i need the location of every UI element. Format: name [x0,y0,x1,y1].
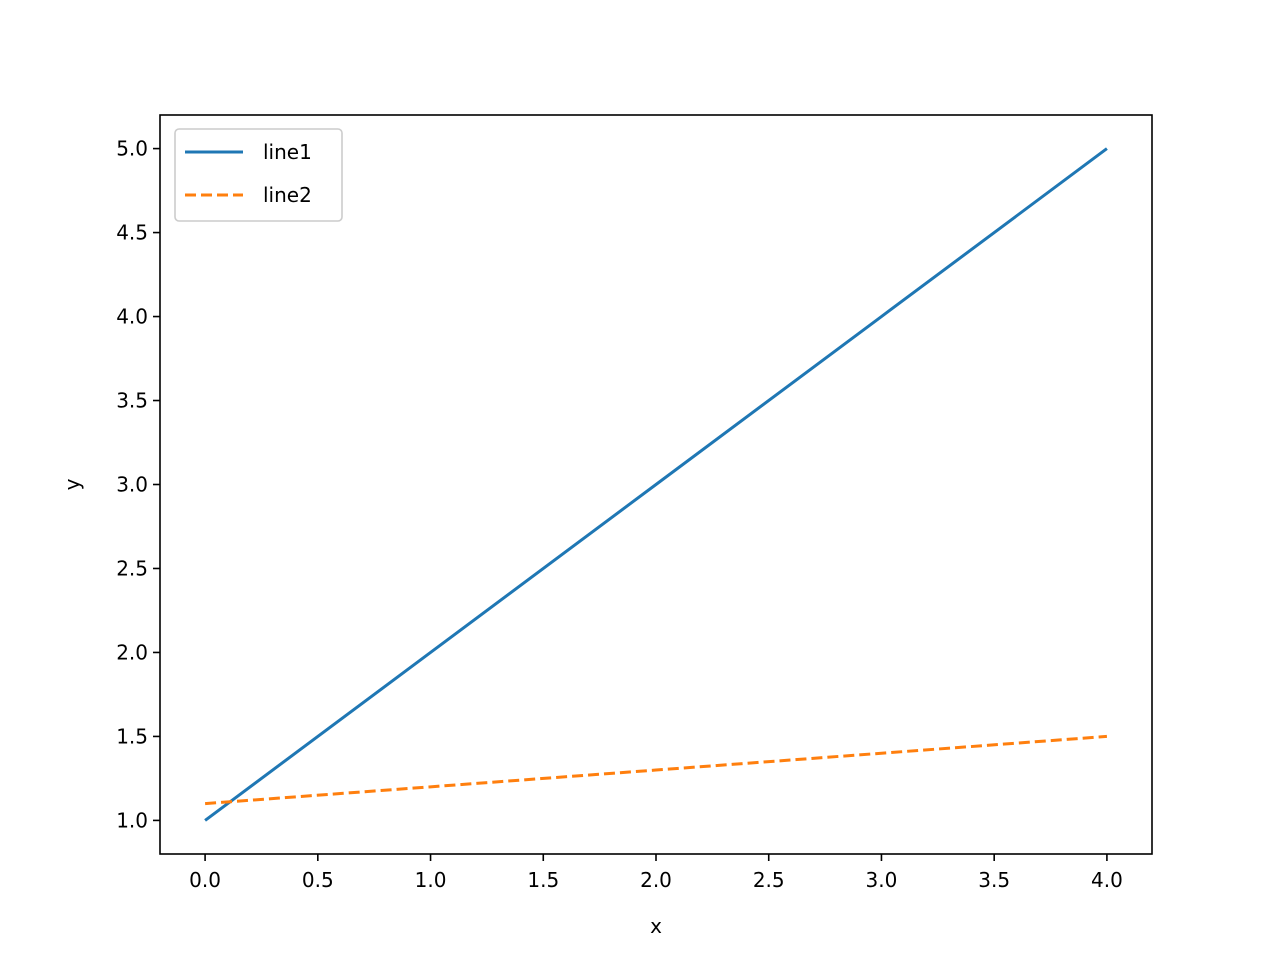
legend: line1 line2 [174,128,343,222]
legend-label-line2: line2 [263,183,312,207]
x-tick-label: 3.5 [978,868,1010,892]
x-axis-ticks: 0.0 0.5 1.0 1.5 2.0 2.5 3.0 3.5 4.0 [189,854,1123,892]
x-axis-label: x [650,914,662,938]
y-tick-label: 2.0 [116,640,148,664]
y-axis-ticks: 1.0 1.5 2.0 2.5 3.0 3.5 4.0 4.5 5.0 [116,137,160,832]
x-tick-label: 3.0 [866,868,898,892]
x-tick-label: 2.5 [753,868,785,892]
y-tick-label: 2.5 [116,556,148,580]
y-tick-label: 1.0 [116,808,148,832]
series-line-line1 [204,147,1108,822]
y-tick-label: 5.0 [116,137,148,161]
y-tick-label: 4.0 [116,305,148,329]
x-tick-label: 4.0 [1091,868,1123,892]
y-tick-label: 1.5 [116,724,148,748]
y-tick-label: 4.5 [116,221,148,245]
x-tick-label: 0.5 [302,868,334,892]
y-axis-label: y [60,478,84,490]
series-line-line2 [204,734,1108,806]
y-tick-label: 3.0 [116,473,148,497]
legend-box [174,128,343,222]
legend-label-line1: line1 [263,140,312,164]
x-tick-label: 0.0 [189,868,221,892]
x-tick-label: 1.0 [415,868,447,892]
series-layer [204,147,1108,822]
x-tick-label: 2.0 [640,868,672,892]
y-tick-label: 3.5 [116,389,148,413]
x-tick-label: 1.5 [527,868,559,892]
